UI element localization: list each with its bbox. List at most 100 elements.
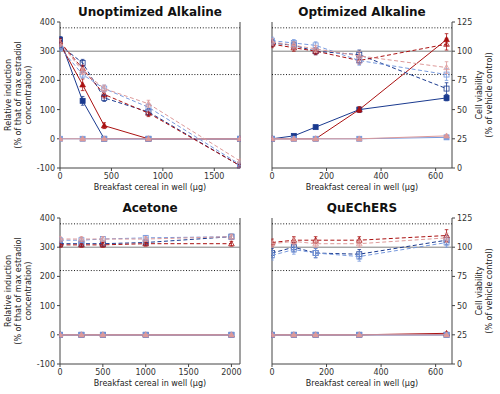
x-tick (326, 168, 327, 171)
y2-tick-label: 75 (457, 76, 467, 85)
marker (272, 136, 275, 141)
series (60, 234, 235, 242)
y2-tick (452, 247, 455, 248)
marker (272, 241, 275, 246)
error-bar (230, 234, 234, 239)
error-bar (80, 237, 84, 242)
reference-line (272, 270, 452, 271)
y-tick (57, 22, 60, 23)
y-tick-label: 100 (40, 302, 55, 311)
marker (444, 235, 450, 240)
x-tick (188, 364, 189, 367)
series (60, 40, 241, 164)
y2-tick (452, 138, 455, 139)
marker (229, 332, 234, 337)
error-bar (81, 79, 85, 91)
marker (237, 136, 240, 141)
error-bar (60, 243, 62, 248)
error-bar (445, 38, 449, 50)
marker (143, 241, 149, 246)
marker (146, 110, 152, 115)
error-bar (102, 85, 106, 92)
marker (143, 332, 149, 337)
y-tick-label: 0 (50, 331, 55, 340)
error-bar (102, 123, 106, 129)
y-tick-label: -100 (37, 164, 55, 173)
x-tick-label: 0 (57, 172, 62, 181)
error-bar (445, 62, 449, 74)
y-axis-label: Relative induction(% of that of max estr… (4, 41, 33, 148)
error-bar (80, 243, 84, 248)
series-line (272, 98, 447, 139)
marker (313, 332, 318, 337)
error-bar (314, 248, 318, 257)
figure: Unoptimized Alkaline050010001500Breakfas… (0, 0, 500, 394)
y2-tick-label: 25 (457, 135, 467, 144)
series (60, 136, 241, 141)
marker (101, 92, 107, 97)
series-line (60, 48, 240, 165)
y2-tick (452, 80, 455, 81)
plot-area (272, 224, 453, 337)
marker (291, 136, 297, 141)
error-bar (272, 240, 274, 247)
marker (272, 136, 275, 141)
marker (60, 332, 63, 337)
plot-area (272, 28, 453, 141)
marker (79, 332, 84, 337)
series (272, 236, 450, 259)
reference-line (272, 74, 452, 75)
reference-line (60, 51, 240, 52)
title: Optimized Alkaline (298, 5, 426, 19)
marker (272, 39, 275, 44)
y2-tick (452, 109, 455, 110)
error-bar (147, 110, 151, 117)
x-tick-label: 1500 (178, 368, 198, 377)
marker (143, 236, 149, 241)
error-bar (314, 240, 318, 247)
error-bar (292, 238, 296, 245)
marker (356, 332, 362, 337)
x-axis-line (60, 364, 240, 365)
y2-tick-label: 125 (457, 214, 472, 223)
series (272, 40, 450, 95)
marker (146, 101, 152, 106)
marker (101, 86, 107, 91)
x-axis-label: Breakfast cereal in well (μg) (306, 183, 418, 192)
error-bar (101, 243, 105, 248)
marker (238, 136, 241, 141)
marker (272, 253, 275, 258)
error-bar (102, 91, 106, 98)
y-tick (57, 305, 60, 306)
series (272, 34, 450, 141)
marker (101, 123, 107, 128)
marker (143, 332, 148, 337)
y-tick-label: 400 (40, 18, 55, 27)
reference-line (60, 247, 240, 248)
marker (238, 136, 241, 141)
error-bar (102, 85, 106, 92)
panel: Optimized Alkaline0200400600Breakfast ce… (269, 5, 494, 192)
marker (80, 68, 86, 73)
marker (237, 163, 240, 168)
marker (80, 60, 85, 65)
marker (143, 332, 148, 337)
series-line (272, 42, 447, 68)
y2-tick-label: 75 (457, 272, 467, 281)
marker (146, 136, 152, 141)
y2-tick-label: 50 (457, 106, 467, 115)
marker (444, 41, 450, 46)
error-bar (272, 38, 274, 45)
marker (444, 332, 450, 337)
marker (102, 136, 107, 141)
plot-area (60, 28, 241, 168)
x-tick (231, 364, 232, 367)
y-tick-label: 100 (40, 106, 55, 115)
x-tick (214, 168, 215, 171)
marker (60, 40, 63, 45)
marker (313, 125, 318, 130)
series (60, 332, 234, 337)
series (272, 233, 450, 247)
marker (60, 236, 63, 241)
series-line (272, 44, 447, 60)
